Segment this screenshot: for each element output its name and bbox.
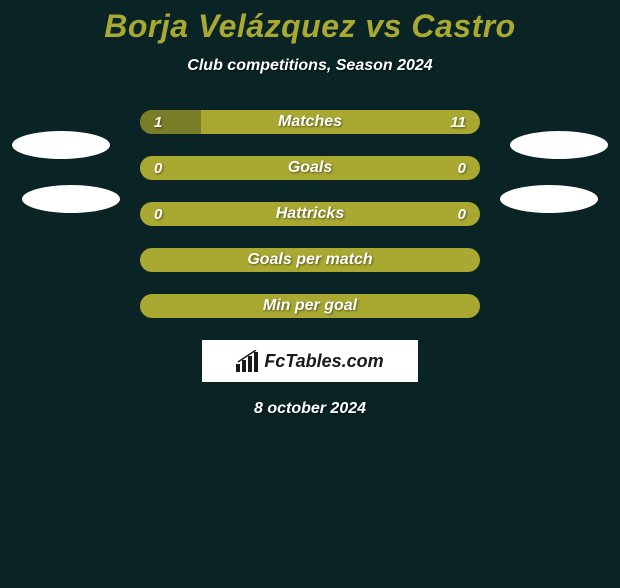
stats-container: 1 Matches 11 0 Goals 0 0 Hattricks 0 Goa… <box>140 110 480 318</box>
stat-label-matches: Matches <box>140 113 480 131</box>
stat-row-goals: 0 Goals 0 <box>140 156 480 180</box>
stat-label-min-per-goal: Min per goal <box>140 297 480 315</box>
stat-row-min-per-goal: Min per goal <box>140 294 480 318</box>
stat-label-goals-per-match: Goals per match <box>140 251 480 269</box>
brand-box[interactable]: FcTables.com <box>202 340 418 382</box>
brand-text: FcTables.com <box>264 351 383 372</box>
stat-row-goals-per-match: Goals per match <box>140 248 480 272</box>
stat-right-value-hattricks: 0 <box>458 206 466 223</box>
date-text: 8 october 2024 <box>0 400 620 418</box>
stat-row-matches: 1 Matches 11 <box>140 110 480 134</box>
stat-right-value-goals: 0 <box>458 160 466 177</box>
page-title: Borja Velázquez vs Castro <box>0 8 620 45</box>
player-left-avatar-2 <box>22 185 120 213</box>
page-subtitle: Club competitions, Season 2024 <box>0 57 620 75</box>
player-left-avatar-1 <box>12 131 110 159</box>
stat-label-hattricks: Hattricks <box>140 205 480 223</box>
chart-icon <box>236 350 258 372</box>
player-right-avatar-1 <box>510 131 608 159</box>
stat-right-value-matches: 11 <box>450 114 466 131</box>
stat-row-hattricks: 0 Hattricks 0 <box>140 202 480 226</box>
player-right-avatar-2 <box>500 185 598 213</box>
stat-label-goals: Goals <box>140 159 480 177</box>
